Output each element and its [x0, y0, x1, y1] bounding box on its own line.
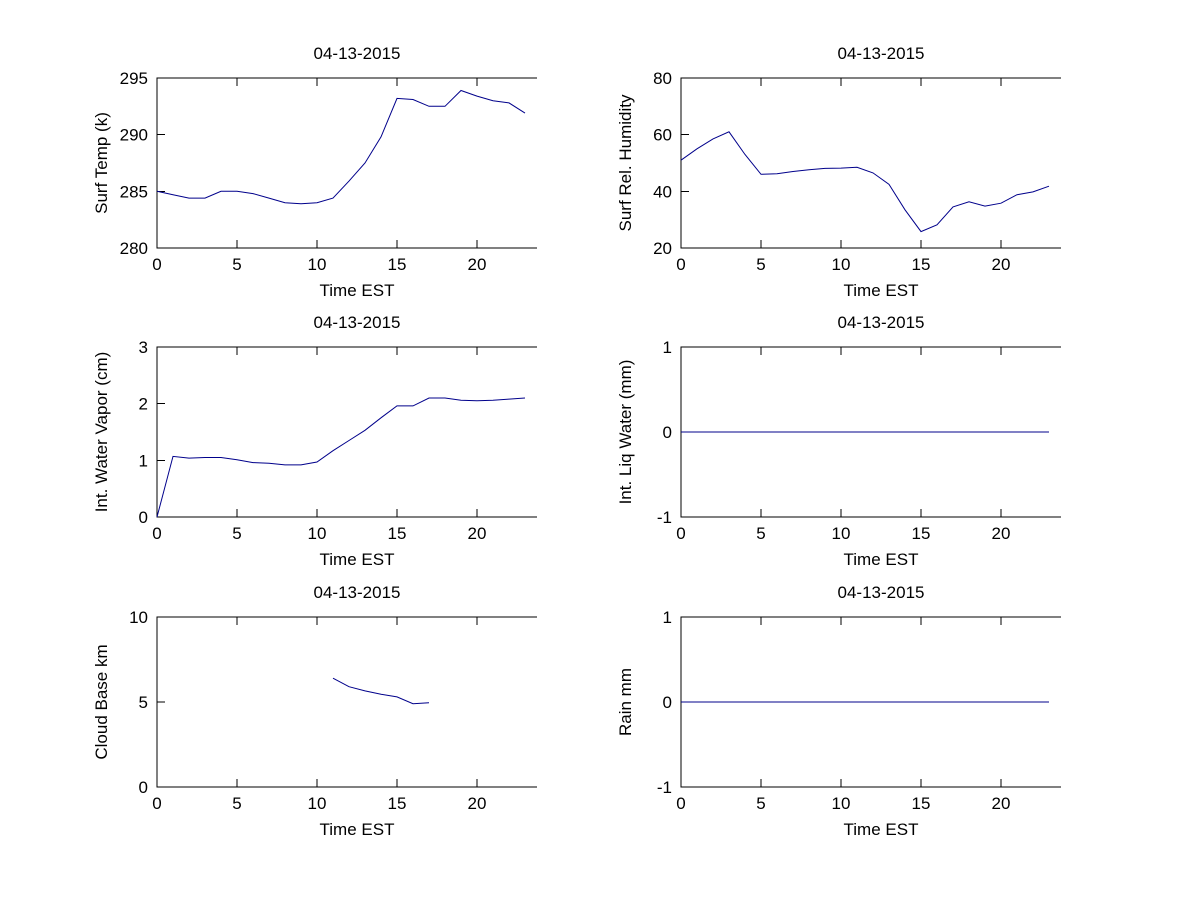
svg-text:280: 280: [120, 239, 148, 258]
svg-text:20: 20: [468, 255, 487, 274]
svg-text:0: 0: [139, 508, 148, 527]
subplot-cloud-base: 05101520250510 04-13-2015 Cloud Base km …: [37, 577, 537, 877]
svg-text:80: 80: [653, 69, 672, 88]
svg-text:15: 15: [912, 794, 931, 813]
y-axis-label: Surf Rel. Humidity: [616, 94, 635, 232]
svg-text:20: 20: [468, 524, 487, 543]
svg-text:285: 285: [120, 182, 148, 201]
svg-text:1: 1: [663, 338, 672, 357]
svg-text:0: 0: [676, 255, 685, 274]
subplot-rel-humidity: 051015202520406080 04-13-2015 Surf Rel. …: [561, 38, 1061, 338]
svg-text:5: 5: [232, 524, 241, 543]
svg-text:1: 1: [663, 608, 672, 627]
svg-text:2: 2: [139, 395, 148, 414]
svg-text:1: 1: [139, 451, 148, 470]
svg-text:20: 20: [468, 794, 487, 813]
svg-text:60: 60: [653, 126, 672, 145]
svg-text:15: 15: [388, 255, 407, 274]
plot-area-rel-humidity: 051015202520406080: [653, 69, 1061, 274]
plot-title: 04-13-2015: [313, 44, 401, 63]
svg-text:15: 15: [912, 255, 931, 274]
y-axis-label: Cloud Base km: [92, 644, 111, 760]
svg-text:5: 5: [756, 255, 765, 274]
svg-text:10: 10: [129, 608, 148, 627]
svg-text:5: 5: [232, 794, 241, 813]
svg-text:10: 10: [832, 524, 851, 543]
svg-text:0: 0: [152, 794, 161, 813]
x-axis-label: Time EST: [319, 820, 395, 839]
plot-area-surf-temp: 0510152025280285290295: [120, 69, 537, 274]
svg-text:0: 0: [676, 524, 685, 543]
svg-text:3: 3: [139, 338, 148, 357]
svg-text:10: 10: [832, 255, 851, 274]
svg-text:295: 295: [120, 69, 148, 88]
plot-title: 04-13-2015: [837, 583, 925, 602]
svg-text:5: 5: [139, 693, 148, 712]
svg-text:10: 10: [308, 255, 327, 274]
y-axis-label: Int. Liq Water (mm): [616, 359, 635, 505]
x-axis-label: Time EST: [843, 281, 919, 300]
y-axis-label: Surf Temp (k): [92, 112, 111, 214]
svg-text:0: 0: [676, 794, 685, 813]
plot-title: 04-13-2015: [837, 44, 925, 63]
svg-text:290: 290: [120, 126, 148, 145]
svg-text:-1: -1: [657, 508, 672, 527]
y-axis-label: Rain mm: [616, 668, 635, 737]
plot-area-rain: 0510152025-101: [657, 608, 1061, 813]
svg-text:0: 0: [663, 423, 672, 442]
svg-text:15: 15: [912, 524, 931, 543]
x-axis-label: Time EST: [319, 550, 395, 569]
svg-text:0: 0: [152, 524, 161, 543]
svg-text:10: 10: [308, 794, 327, 813]
plot-title: 04-13-2015: [837, 313, 925, 332]
plot-area-cloud-base: 05101520250510: [129, 608, 537, 813]
svg-text:0: 0: [152, 255, 161, 274]
svg-text:10: 10: [832, 794, 851, 813]
svg-text:-1: -1: [657, 778, 672, 797]
svg-text:20: 20: [992, 255, 1011, 274]
svg-text:20: 20: [992, 794, 1011, 813]
svg-text:20: 20: [653, 239, 672, 258]
plot-title: 04-13-2015: [313, 313, 401, 332]
x-axis-label: Time EST: [843, 820, 919, 839]
svg-text:5: 5: [756, 794, 765, 813]
plot-title: 04-13-2015: [313, 583, 401, 602]
svg-text:40: 40: [653, 182, 672, 201]
subplot-rain: 0510152025-101 04-13-2015 Rain mm Time E…: [561, 577, 1061, 877]
svg-text:0: 0: [139, 778, 148, 797]
plot-area-water-vapor: 05101520250123: [139, 338, 537, 543]
svg-text:20: 20: [992, 524, 1011, 543]
subplot-surf-temp: 0510152025280285290295 04-13-2015 Surf T…: [37, 38, 537, 338]
x-axis-label: Time EST: [319, 281, 395, 300]
svg-text:5: 5: [232, 255, 241, 274]
svg-text:15: 15: [388, 794, 407, 813]
x-axis-label: Time EST: [843, 550, 919, 569]
subplot-liq-water: 0510152025-101 04-13-2015 Int. Liq Water…: [561, 307, 1061, 607]
subplot-water-vapor: 05101520250123 04-13-2015 Int. Water Vap…: [37, 307, 537, 607]
svg-text:0: 0: [663, 693, 672, 712]
svg-text:15: 15: [388, 524, 407, 543]
plot-area-liq-water: 0510152025-101: [657, 338, 1061, 543]
y-axis-label: Int. Water Vapor (cm): [92, 351, 111, 513]
svg-text:10: 10: [308, 524, 327, 543]
svg-text:5: 5: [756, 524, 765, 543]
